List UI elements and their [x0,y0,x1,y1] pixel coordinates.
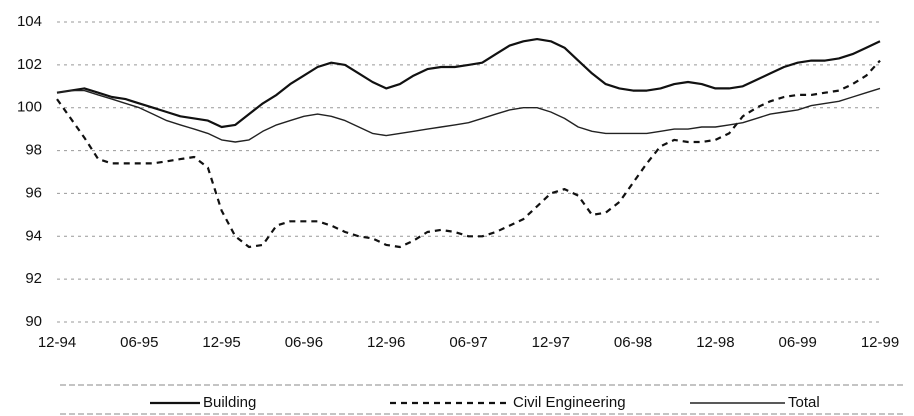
y-tick-label: 92 [25,270,42,287]
x-tick-label: 06-96 [285,334,323,351]
y-tick-label: 100 [17,99,42,116]
y-tick-label: 94 [25,227,42,244]
series-line [56,87,881,143]
x-tick-label: 12-96 [367,334,405,351]
x-tick-label: 06-97 [449,334,487,351]
series-line [56,59,881,249]
x-tick-label: 06-99 [779,334,817,351]
x-tick-label: 06-98 [614,334,652,351]
y-tick-label: 90 [25,313,42,330]
y-tick-label: 102 [17,56,42,73]
x-tick-label: 12-94 [38,334,76,351]
x-tick-label: 12-97 [532,334,570,351]
x-tick-label: 06-95 [120,334,158,351]
legend-label: Civil Engineering [513,394,626,411]
x-tick-label: 12-99 [861,334,899,351]
x-tick-label: 12-95 [202,334,240,351]
y-tick-label: 98 [25,142,42,159]
legend-label: Building [203,394,256,411]
series-line [56,38,881,129]
x-tick-label: 12-98 [696,334,734,351]
legend-label: Total [788,394,820,411]
y-tick-label: 96 [25,184,42,201]
y-tick-label: 104 [17,13,42,30]
